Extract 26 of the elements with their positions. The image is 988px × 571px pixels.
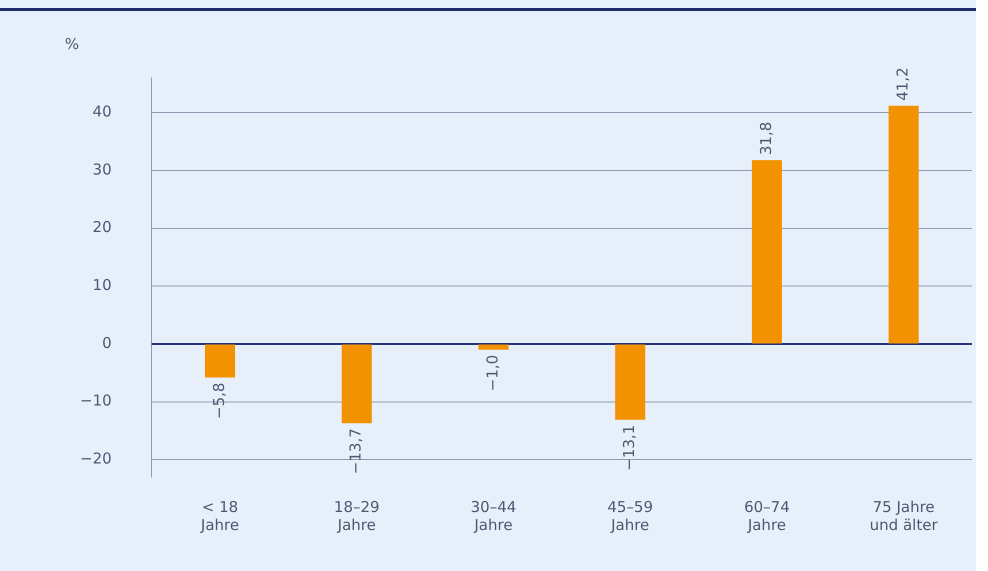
data-label: −13,1 (620, 424, 638, 471)
data-label: −13,7 (346, 428, 365, 474)
bar (888, 106, 919, 344)
bar (752, 160, 782, 344)
y-tick-label: 40 (92, 102, 112, 121)
x-tick-label: 75 Jahre und älter (870, 498, 938, 534)
data-label: −1,0 (483, 354, 502, 392)
y-axis-title: % (64, 34, 80, 53)
bar (204, 344, 236, 378)
bar (342, 344, 372, 424)
data-label: −5,8 (210, 382, 228, 419)
y-tick-label: 30 (92, 160, 112, 178)
bar (478, 344, 509, 350)
data-label: 31,8 (756, 122, 775, 156)
y-tick-label: −10 (80, 392, 112, 410)
x-tick-label: 45–59 Jahre (607, 498, 654, 534)
x-tick-label: 18–29 Jahre (334, 498, 380, 534)
y-tick-label: −20 (80, 450, 112, 468)
x-tick-label: 60–74 Jahre (744, 498, 790, 534)
y-tick-label: 20 (92, 218, 112, 236)
data-label: 41,2 (894, 67, 912, 101)
bar (615, 344, 646, 420)
x-tick-label: 30–44 Jahre (470, 498, 516, 534)
y-tick-label: 0 (102, 334, 112, 352)
y-tick-label: 10 (92, 276, 112, 294)
x-tick-label: < 18 Jahre (200, 498, 240, 534)
